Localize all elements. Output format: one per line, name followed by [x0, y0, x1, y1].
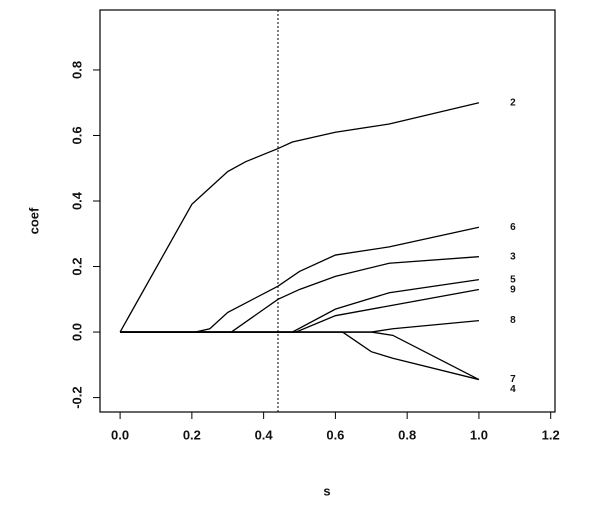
x-tick-label: 0.0: [111, 427, 129, 442]
x-tick-label: 0.8: [398, 427, 416, 442]
series-label: 6: [510, 222, 516, 233]
series-line: [120, 278, 480, 333]
x-tick-label: 1.2: [542, 427, 560, 442]
y-tick-label: 0.8: [69, 61, 84, 79]
series-label: 5: [510, 274, 516, 285]
series-label: 7: [510, 374, 516, 385]
x-axis-title: s: [323, 483, 330, 498]
series-line: [120, 331, 480, 381]
x-tick-label: 0.6: [326, 427, 344, 442]
y-tick-label: 0.2: [69, 257, 84, 275]
series-label: 3: [510, 251, 516, 262]
y-tick-label: 0.6: [69, 126, 84, 144]
x-tick-label: 0.2: [183, 427, 201, 442]
series-line: [120, 331, 480, 381]
series-label: 8: [510, 315, 516, 326]
x-tick-label: 1.0: [470, 427, 488, 442]
y-tick-label: 0.4: [69, 191, 84, 210]
x-tick-label: 0.4: [255, 427, 274, 442]
series-label: 4: [510, 384, 516, 395]
plot-frame: [99, 9, 556, 413]
series-label: 9: [510, 284, 516, 295]
series-line: [119, 102, 480, 333]
y-tick-label: -0.2: [69, 386, 84, 408]
y-tick-label: 0.0: [69, 323, 84, 341]
y-axis-title: coef: [26, 207, 41, 234]
series-line: [120, 226, 480, 333]
series-label: 2: [510, 97, 516, 108]
series-line: [120, 256, 479, 333]
